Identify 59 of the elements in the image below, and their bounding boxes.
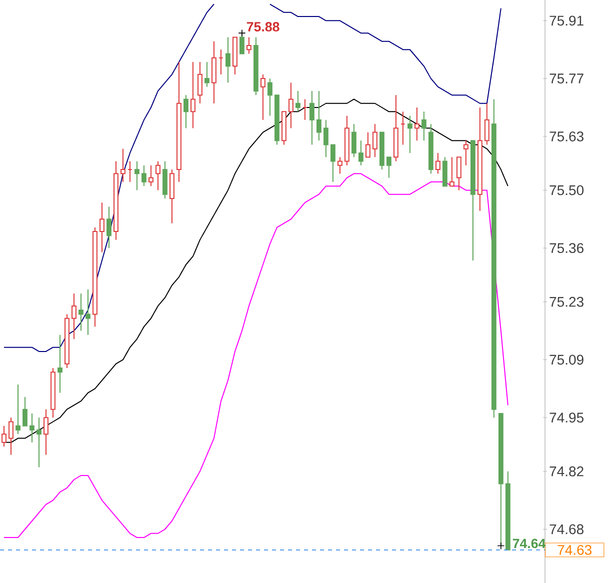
candlestick bbox=[386, 156, 392, 178]
candlestick bbox=[414, 107, 420, 142]
candlestick bbox=[484, 102, 490, 146]
candlestick bbox=[435, 152, 440, 174]
candlestick bbox=[184, 94, 188, 129]
y-tick-label: 75.36 bbox=[550, 243, 584, 254]
candlestick bbox=[198, 62, 202, 104]
candlestick bbox=[260, 74, 266, 120]
candlestick bbox=[316, 90, 322, 142]
candlestick bbox=[267, 78, 272, 116]
y-tick-label: 75.63 bbox=[550, 132, 584, 142]
candlestick bbox=[148, 164, 154, 187]
candlestick bbox=[463, 140, 468, 166]
candlestick bbox=[309, 90, 314, 146]
y-tick-label: 75.91 bbox=[550, 16, 584, 26]
candlestick bbox=[2, 425, 6, 448]
candlestick bbox=[106, 206, 112, 249]
candlestick bbox=[351, 124, 356, 158]
candlestick bbox=[204, 62, 210, 88]
candlestick bbox=[134, 160, 140, 191]
candlestick bbox=[22, 396, 28, 426]
candlestick bbox=[337, 156, 342, 174]
candlestick bbox=[78, 293, 84, 332]
candlestick bbox=[421, 111, 426, 142]
y-tick-label: 74.82 bbox=[550, 466, 584, 476]
y-tick-label: 75.09 bbox=[550, 354, 584, 365]
candlestick bbox=[58, 334, 62, 394]
candlestick bbox=[72, 293, 76, 340]
candlestick bbox=[323, 119, 328, 158]
candlestick bbox=[330, 144, 336, 182]
annotation: 75.88 bbox=[246, 22, 280, 32]
candlestick bbox=[246, 36, 252, 54]
candlestick bbox=[190, 62, 196, 129]
y-tick-label: 74.95 bbox=[550, 412, 584, 423]
candlestick bbox=[36, 417, 42, 468]
candlestick bbox=[86, 288, 90, 336]
y-tick-label: 75.23 bbox=[550, 296, 584, 307]
candlestick bbox=[16, 384, 20, 435]
candlestick bbox=[407, 115, 412, 154]
candlestick bbox=[358, 140, 364, 166]
candlestick bbox=[372, 124, 378, 158]
y-tick-label: 75.77 bbox=[550, 74, 584, 84]
candlestick bbox=[142, 164, 146, 187]
candlestick bbox=[365, 132, 370, 158]
candlestick bbox=[288, 82, 294, 129]
candlestick bbox=[8, 417, 14, 456]
y-tick-label: 75.50 bbox=[550, 185, 584, 196]
candlestick bbox=[156, 160, 160, 191]
text: 74.64 bbox=[512, 538, 546, 548]
candlestick bbox=[449, 156, 454, 187]
candlestick bbox=[100, 202, 104, 253]
candlestick bbox=[44, 408, 48, 456]
y-tick-label: 74.68 bbox=[550, 524, 584, 534]
candlestick bbox=[456, 156, 462, 191]
candlestick bbox=[30, 412, 34, 443]
candlestick bbox=[225, 36, 230, 84]
ref-line-label: 74.63 bbox=[558, 544, 592, 555]
candlestick bbox=[295, 90, 300, 112]
candlestick bbox=[120, 148, 126, 182]
